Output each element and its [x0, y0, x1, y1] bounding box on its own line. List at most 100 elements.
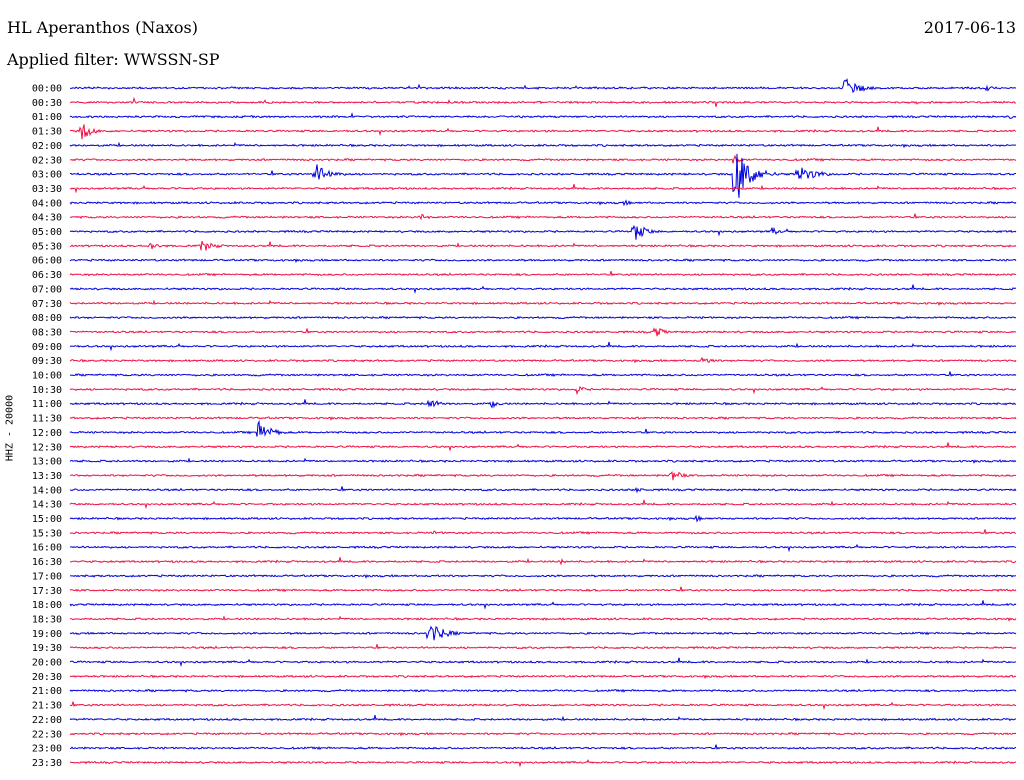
seismic-trace: [69, 416, 1017, 421]
seismic-trace: [69, 529, 1017, 535]
seismic-trace: [69, 112, 1017, 119]
row-label: 03:00: [32, 170, 62, 181]
seismic-trace: [69, 557, 1017, 566]
seismic-trace: [69, 154, 1017, 166]
seismic-trace: [69, 399, 1017, 409]
seismic-trace: [69, 141, 1017, 149]
seismic-trace: [69, 96, 1017, 107]
filter-label: Applied filter: WWSSN-SP: [7, 50, 220, 69]
seismic-trace: [69, 327, 1017, 337]
seismic-trace: [69, 356, 1017, 364]
seismic-trace: [69, 657, 1017, 668]
row-label: 12:00: [32, 428, 62, 439]
row-label: 02:00: [32, 141, 62, 152]
row-label: 14:30: [32, 500, 62, 511]
seismic-trace: [69, 371, 1017, 378]
row-label: 05:30: [32, 241, 62, 252]
row-label: 18:30: [32, 614, 62, 625]
row-label: 06:00: [32, 256, 62, 267]
row-label: 06:30: [32, 270, 62, 281]
seismic-trace: [69, 744, 1017, 751]
row-label: 10:00: [32, 371, 62, 382]
seismic-trace: [69, 499, 1017, 510]
seismic-trace: [69, 184, 1017, 194]
row-label: 11:30: [32, 414, 62, 425]
row-label: 15:30: [32, 528, 62, 539]
row-label: 05:00: [32, 227, 62, 238]
row-label: 01:30: [32, 127, 62, 138]
row-label: 22:00: [32, 715, 62, 726]
row-label: 10:30: [32, 385, 62, 396]
seismic-trace: [69, 715, 1017, 722]
row-label: 19:00: [32, 629, 62, 640]
seismic-trace: [69, 688, 1017, 693]
seismic-trace: [69, 586, 1017, 593]
station-title: HL Aperanthos (Naxos): [7, 18, 198, 37]
seismic-trace: [69, 341, 1017, 352]
row-label: 20:30: [32, 672, 62, 683]
row-label: 19:30: [32, 643, 62, 654]
seismic-trace: [69, 284, 1017, 294]
row-label: 02:30: [32, 155, 62, 166]
row-label: 09:30: [32, 356, 62, 367]
row-label: 09:00: [32, 342, 62, 353]
row-label: 04:00: [32, 198, 62, 209]
row-label: 16:00: [32, 543, 62, 554]
seismic-trace: [69, 442, 1017, 452]
row-label: 00:30: [32, 98, 62, 109]
row-label: 17:30: [32, 586, 62, 597]
row-label: 03:30: [32, 184, 62, 195]
seismic-trace: [69, 124, 1017, 140]
row-label: 12:30: [32, 442, 62, 453]
row-label: 23:00: [32, 744, 62, 755]
row-label: 16:30: [32, 557, 62, 568]
seismic-trace: [69, 457, 1017, 464]
row-label: 21:00: [32, 686, 62, 697]
row-label: 08:00: [32, 313, 62, 324]
row-label: 07:00: [32, 284, 62, 295]
seismic-trace: [69, 258, 1017, 264]
seismic-trace: [69, 213, 1017, 221]
seismic-trace: [69, 299, 1017, 307]
seismic-trace: [69, 543, 1017, 553]
seismic-trace: [69, 625, 1017, 641]
seismic-trace: [69, 199, 1017, 207]
seismic-trace: [69, 759, 1017, 768]
seismic-trace: [69, 731, 1017, 737]
seismic-trace: [69, 419, 1017, 437]
seismic-trace: [69, 385, 1017, 396]
seismic-trace: [69, 315, 1017, 320]
seismic-trace: [69, 674, 1017, 680]
seismic-trace: [69, 600, 1017, 610]
seismic-trace: [69, 486, 1017, 494]
row-label: 14:00: [32, 485, 62, 496]
seismic-trace: [69, 224, 1017, 240]
row-label: 13:00: [32, 457, 62, 468]
row-label: 04:30: [32, 213, 62, 224]
seismic-trace: [69, 644, 1017, 650]
seismic-trace: [69, 153, 1017, 198]
seismic-trace: [69, 78, 1017, 94]
seismic-trace: [69, 240, 1017, 251]
row-label: 08:30: [32, 327, 62, 338]
seismic-trace: [69, 574, 1017, 579]
seismic-trace: [69, 701, 1017, 711]
row-label: 11:00: [32, 399, 62, 410]
row-label: 23:30: [32, 758, 62, 769]
row-label: 18:00: [32, 600, 62, 611]
row-label: 17:00: [32, 571, 62, 582]
row-label: 22:30: [32, 729, 62, 740]
row-label: 13:30: [32, 471, 62, 482]
row-label: 01:00: [32, 112, 62, 123]
seismic-trace: [69, 615, 1017, 622]
row-label: 00:00: [32, 84, 62, 95]
row-label: 21:30: [32, 701, 62, 712]
row-label: 15:00: [32, 514, 62, 525]
seismic-trace: [69, 514, 1017, 523]
row-label: 07:30: [32, 299, 62, 310]
date-label: 2017-06-13: [923, 18, 1016, 37]
seismic-trace: [69, 270, 1017, 277]
seismic-trace: [69, 470, 1017, 481]
row-label: 20:00: [32, 658, 62, 669]
